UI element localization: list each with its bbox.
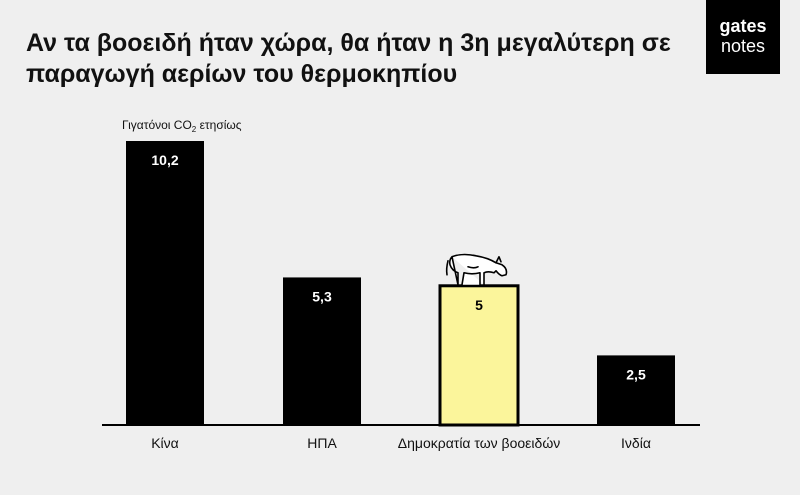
y-axis-label-main: Γιγατόνοι CO [122, 118, 192, 132]
cow-icon [445, 253, 508, 286]
logo-line-2: notes [720, 36, 766, 56]
bar-2 [283, 277, 361, 425]
value-label-1: 10,2 [151, 152, 178, 168]
value-label-2: 5,3 [312, 288, 332, 304]
category-label-2: ΗΠΑ [307, 435, 337, 451]
gates-notes-logo[interactable]: gates notes [706, 0, 780, 74]
category-label-1: Κίνα [151, 435, 179, 451]
logo-line-1: gates [719, 16, 767, 36]
y-axis-label: Γιγατόνοι CO2 ετησίως [122, 118, 242, 134]
bar-4 [597, 355, 675, 425]
y-axis-label-tail: ετησίως [196, 118, 242, 132]
value-label-4: 2,5 [626, 366, 646, 382]
category-label-3: Δημοκρατία των βοοειδών [398, 435, 561, 451]
value-label-3: 5 [475, 297, 483, 313]
bar-1 [126, 141, 204, 425]
category-label-4: Ινδία [621, 435, 651, 451]
chart-title: Αν τα βοοειδή ήταν χώρα, θα ήταν η 3η με… [26, 29, 671, 88]
y-axis-label-subscript: 2 [191, 125, 197, 134]
